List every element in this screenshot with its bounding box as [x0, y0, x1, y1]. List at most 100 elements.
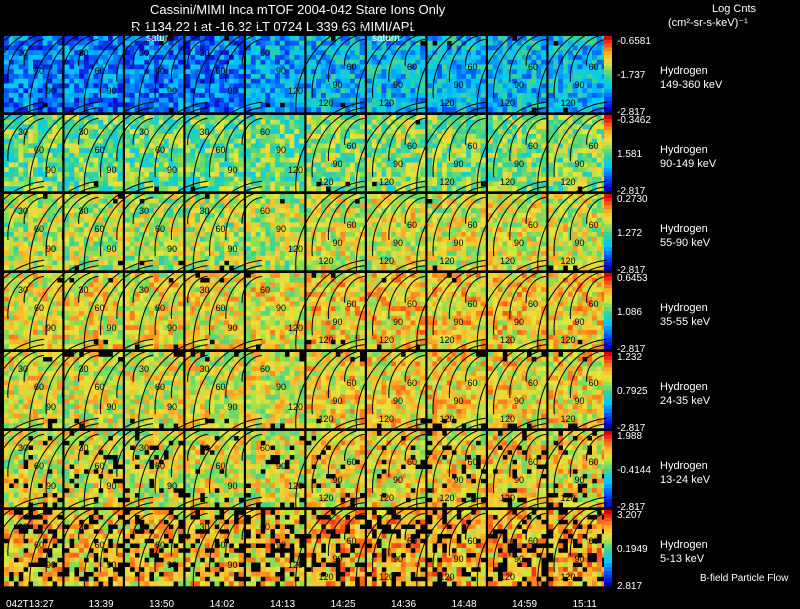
colorbar-min-label: -2.817: [617, 186, 646, 197]
colorbar-segment: [604, 465, 612, 470]
colorbar-segment: [604, 262, 612, 267]
contour-label: 120: [561, 98, 576, 108]
colorbar-segment: [604, 292, 612, 297]
colorbar-segment: [604, 55, 612, 60]
colorbar-segment: [604, 39, 612, 44]
colorbar-segment: [604, 359, 612, 364]
contour-label: 90: [575, 159, 585, 169]
colorbar-segment: [604, 345, 612, 350]
contour-label: 90: [575, 475, 585, 485]
contour-label: 60: [155, 382, 165, 392]
contour-label: 120: [561, 256, 576, 266]
contour-label: 120: [440, 572, 455, 582]
heatmap-panel: [488, 431, 547, 508]
contour-label: 30: [200, 127, 210, 137]
contour-label: 30: [139, 127, 149, 137]
time-tick-label: 14:36: [391, 599, 416, 609]
colorbar-segment: [604, 453, 612, 458]
colorbar-segment: [604, 420, 612, 425]
colorbar-segment: [604, 469, 612, 474]
colorbar-units-title: Log Cnts: [712, 3, 757, 15]
contour-label: 60: [260, 127, 270, 137]
colorbar-min-label: -2.817: [617, 265, 646, 276]
colorbar-segment: [604, 495, 612, 500]
colorbar-segment: [604, 194, 612, 199]
colorbar-segment: [604, 397, 612, 402]
colorbar-segment: [604, 491, 612, 496]
colorbar-segment: [604, 503, 612, 508]
contour-label: 90: [46, 86, 56, 96]
heatmap-panel: [488, 273, 547, 350]
contour-label: 30: [200, 522, 210, 532]
contour-label: 60: [155, 66, 165, 76]
colorbar-segment: [604, 548, 612, 553]
contour-label: 60: [260, 522, 270, 532]
colorbar-max-label: 1.232: [617, 352, 642, 363]
colorbar-segment: [604, 156, 612, 161]
colorbar-segment: [604, 209, 612, 214]
contour-label: 90: [333, 396, 343, 406]
contour-label: 60: [468, 141, 478, 151]
colorbar-max-label: 0.6453: [617, 273, 648, 284]
contour-label: 60: [260, 48, 270, 58]
colorbar-segment: [604, 355, 612, 360]
heatmap-panel: [306, 36, 365, 113]
time-tick-label: 14:02: [210, 599, 235, 609]
colorbar-segment: [604, 224, 612, 229]
contour-label: 90: [167, 86, 177, 96]
heatmap-panel: [488, 194, 547, 271]
contour-label: 60: [95, 224, 105, 234]
heatmap-panel: [548, 115, 607, 192]
contour-label: 90: [107, 402, 117, 412]
contour-label: 60: [95, 66, 105, 76]
heatmap-panel: [4, 431, 63, 508]
colorbar-mid-label: 0.1949: [617, 544, 648, 555]
colorbar-segment: [604, 266, 612, 271]
colorbar-segment: [604, 480, 612, 485]
contour-label: 120: [500, 493, 515, 503]
colorbar-segment: [604, 536, 612, 541]
contour-label: 60: [528, 62, 538, 72]
contour-label: 30: [139, 285, 149, 295]
contour-label: 60: [347, 62, 357, 72]
contour-label: 90: [514, 80, 524, 90]
contour-label: 90: [393, 475, 403, 485]
contour-label: 120: [379, 177, 394, 187]
contour-label: 90: [454, 554, 464, 564]
contour-label: 90: [454, 238, 464, 248]
colorbar-segment: [604, 197, 612, 202]
colorbar-min-label: -2.817: [617, 344, 646, 355]
planet-label: saturn: [372, 33, 400, 44]
colorbar-segment: [604, 567, 612, 572]
colorbar-segment: [604, 104, 612, 109]
colorbar-segment: [604, 424, 612, 429]
contour-label: 120: [319, 256, 334, 266]
colorbar-segment: [604, 51, 612, 56]
colorbar-segment: [604, 164, 612, 169]
contour-label: 90: [333, 238, 343, 248]
contour-label: 120: [319, 414, 334, 424]
heatmap-panel: [64, 36, 123, 113]
channel-species-label: Hydrogen: [660, 223, 708, 235]
colorbar-segment: [604, 382, 612, 387]
contour-label: 90: [107, 560, 117, 570]
colorbar-segment: [604, 126, 612, 131]
colorbar-segment: [604, 326, 612, 331]
colorbar-segment: [604, 322, 612, 327]
